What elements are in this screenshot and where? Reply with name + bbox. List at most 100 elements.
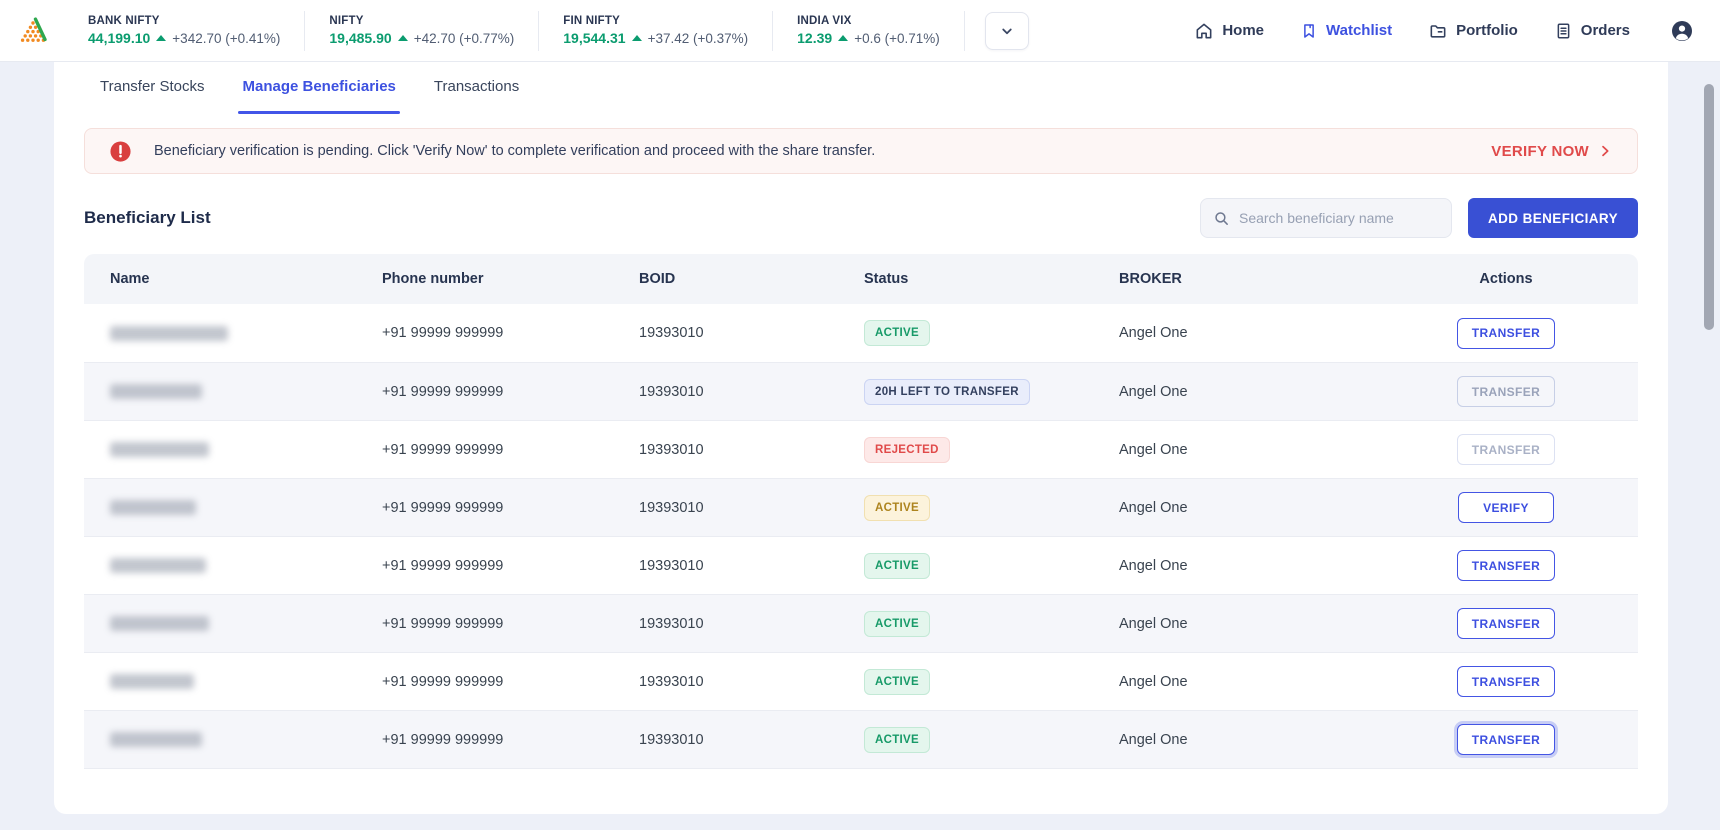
bookmark-icon <box>1300 21 1318 41</box>
vertical-scrollbar-thumb[interactable] <box>1704 84 1714 330</box>
index-value: 12.39 <box>797 30 833 46</box>
cell-boid: 19393010 <box>639 441 704 458</box>
index-nifty: NIFTY 19,485.90 +42.70 (+0.77%) <box>305 10 540 51</box>
cell-broker: Angel One <box>1119 441 1188 458</box>
cell-actions: TRANSFER <box>1374 724 1638 755</box>
angel-one-logo-icon <box>18 16 48 46</box>
index-name: INDIA VIX <box>797 15 852 27</box>
transfer-button[interactable]: TRANSFER <box>1456 317 1556 349</box>
up-arrow-icon <box>838 35 849 41</box>
cell-status: 20H LEFT TO TRANSFER <box>864 378 1119 405</box>
beneficiary-name-redacted <box>110 442 209 457</box>
tab-transactions[interactable]: Transactions <box>433 78 520 95</box>
up-arrow-icon <box>156 35 167 41</box>
cell-actions: VERIFY <box>1374 492 1638 523</box>
nav-item-watchlist[interactable]: Watchlist <box>1300 21 1392 41</box>
status-badge: ACTIVE <box>864 610 930 637</box>
nav-item-portfolio[interactable]: Portfolio <box>1428 21 1518 41</box>
transfer-button[interactable]: TRANSFER <box>1456 724 1556 755</box>
column-header-status: Status <box>864 271 909 287</box>
cell-boid: 19393010 <box>639 499 704 516</box>
cell-status: ACTIVE <box>864 552 1119 579</box>
cell-status: REJECTED <box>864 436 1119 463</box>
cell-broker: Angel One <box>1119 673 1188 690</box>
folder-icon <box>1428 21 1448 41</box>
cell-boid: 19393010 <box>639 383 704 400</box>
index-change: +37.42 (+0.37%) <box>647 30 749 46</box>
nav-item-label: Watchlist <box>1326 22 1393 39</box>
column-header-name: Name <box>110 271 150 287</box>
cell-actions: TRANSFER <box>1374 376 1638 407</box>
search-input[interactable] <box>1238 210 1439 226</box>
nav-item-orders[interactable]: Orders <box>1554 21 1630 41</box>
cell-name <box>84 674 382 689</box>
table-row: +91 99999 999999 19393010 REJECTED Angel On… <box>84 420 1638 478</box>
search-icon <box>1213 210 1230 227</box>
beneficiary-name-redacted <box>110 384 202 399</box>
cell-name <box>84 558 382 573</box>
index-name: BANK NIFTY <box>88 15 160 27</box>
transfer-button[interactable]: TRANSFER <box>1456 434 1556 465</box>
cell-broker: Angel One <box>1119 383 1188 400</box>
nav-item-home[interactable]: Home <box>1194 21 1264 41</box>
beneficiary-name-redacted <box>110 732 202 747</box>
beneficiary-name-redacted <box>110 674 194 689</box>
index-change: +0.6 (+0.71%) <box>854 30 940 46</box>
table-row: +91 99999 999999 19393010 20H LEFT TO TRAN… <box>84 362 1638 420</box>
chevron-right-icon <box>1597 143 1613 159</box>
table-row: +91 99999 999999 19393010 ACTIVE Angel One V… <box>84 478 1638 536</box>
status-badge: 20H LEFT TO TRANSFER <box>864 378 1030 405</box>
table-header-row: Name Phone number BOID Status BROKER Act… <box>84 254 1638 304</box>
cell-name <box>84 442 382 457</box>
beneficiary-name-redacted <box>110 616 209 631</box>
cell-name <box>84 325 382 341</box>
index-value: 19,544.31 <box>563 30 626 46</box>
cell-phone-number: +91 99999 999999 <box>382 615 504 632</box>
index-name: FIN NIFTY <box>563 15 621 27</box>
cell-phone-number: +91 99999 999999 <box>382 731 504 748</box>
transfer-button[interactable]: TRANSFER <box>1456 666 1556 697</box>
expand-indices-button[interactable] <box>984 11 1029 50</box>
home-icon <box>1194 21 1214 41</box>
page-title: Beneficiary List <box>84 208 211 227</box>
cell-broker: Angel One <box>1119 557 1188 574</box>
cell-boid: 19393010 <box>639 615 704 632</box>
up-arrow-icon <box>397 35 408 41</box>
status-badge: REJECTED <box>864 436 950 463</box>
beneficiary-table: Name Phone number BOID Status BROKER Act… <box>84 254 1638 814</box>
cell-boid: 19393010 <box>639 731 704 748</box>
cell-name <box>84 500 382 515</box>
cell-actions: TRANSFER <box>1374 317 1638 349</box>
verify-now-link[interactable]: VERIFY NOW <box>1491 143 1613 160</box>
cell-actions: TRANSFER <box>1374 550 1638 581</box>
table-row: +91 99999 999999 19393010 ACTIVE Angel One T… <box>84 304 1638 362</box>
table-body: +91 99999 999999 19393010 ACTIVE Angel One T… <box>84 304 1638 814</box>
list-toolbar: Beneficiary List ADD BENEFICIARY <box>84 198 1638 238</box>
column-header-actions: Actions <box>1479 271 1533 287</box>
verify-button[interactable]: VERIFY <box>1458 492 1554 523</box>
tab-manage-beneficiaries[interactable]: Manage Beneficiaries <box>238 78 401 114</box>
index-name: NIFTY <box>329 15 364 27</box>
index-value: 19,485.90 <box>329 30 392 46</box>
transfer-button[interactable]: TRANSFER <box>1456 376 1556 407</box>
beneficiary-name-redacted <box>110 500 196 515</box>
cell-broker: Angel One <box>1119 325 1188 341</box>
profile-avatar[interactable] <box>1670 19 1694 43</box>
beneficiary-name-redacted <box>110 558 206 573</box>
status-badge: ACTIVE <box>864 668 930 695</box>
column-header-boid: BOID <box>639 271 676 287</box>
beneficiary-name-redacted <box>110 325 228 341</box>
cell-broker: Angel One <box>1119 731 1188 748</box>
cell-broker: Angel One <box>1119 615 1188 632</box>
tab-transfer-stocks[interactable]: Transfer Stocks <box>100 78 205 95</box>
document-icon <box>1554 21 1573 41</box>
add-beneficiary-button[interactable]: ADD BENEFICIARY <box>1467 198 1638 238</box>
cell-status: ACTIVE <box>864 668 1119 695</box>
table-row: +91 99999 999999 19393010 ACTIVE Angel One T… <box>84 710 1638 768</box>
transfer-button[interactable]: TRANSFER <box>1456 550 1556 581</box>
column-header-broker: BROKER <box>1119 271 1182 287</box>
cell-name <box>84 384 382 399</box>
index-change: +42.70 (+0.77%) <box>413 30 515 46</box>
alert-exclamation-icon <box>109 140 132 163</box>
transfer-button[interactable]: TRANSFER <box>1456 608 1556 639</box>
